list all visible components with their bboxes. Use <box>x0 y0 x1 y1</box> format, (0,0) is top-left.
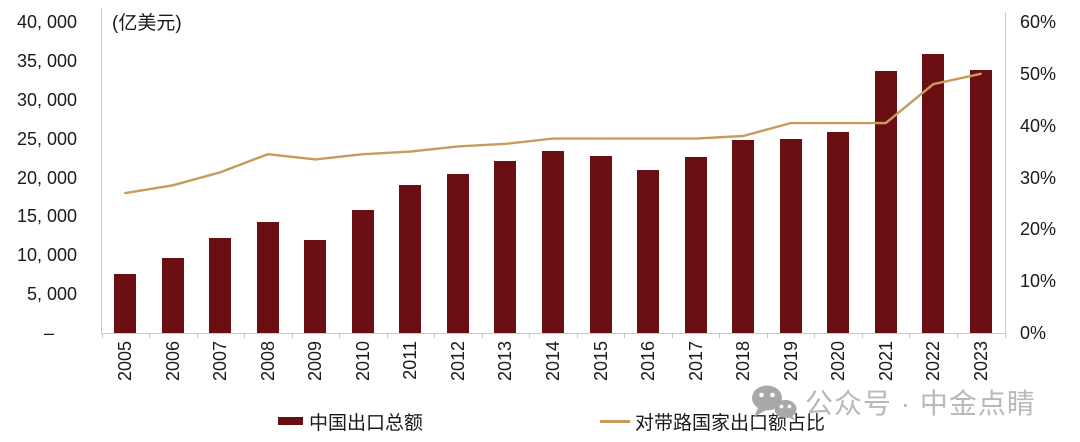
x-label-2014: 2014 <box>543 341 563 382</box>
left-axis-tick-label: 30, 000 <box>16 89 77 110</box>
x-label-2005: 2005 <box>115 341 136 382</box>
bar-series-swatch <box>278 417 303 425</box>
x-label-2017: 2017 <box>685 341 706 382</box>
bar-2005 <box>114 273 137 333</box>
legend-line-label: 对带路国家出口额占比 <box>635 412 826 434</box>
x-axis-tick <box>909 334 911 338</box>
bar-2022 <box>922 53 945 333</box>
left-axis-line <box>101 8 102 333</box>
bar-2009 <box>304 239 327 333</box>
wechat-icon <box>752 385 797 420</box>
x-axis-tick <box>956 334 958 338</box>
bar-2008 <box>256 221 279 333</box>
left-axis-unit-label: (亿美元) <box>112 13 182 34</box>
bar-2012 <box>446 173 469 333</box>
right-axis-tick-label: 30% <box>1020 167 1057 188</box>
x-label-2006: 2006 <box>162 341 183 382</box>
legend-item-bar: 中国出口总额 <box>278 411 423 434</box>
legend-item-line: 对带路国家出口额占比 <box>600 411 825 434</box>
bar-2019 <box>779 138 802 333</box>
x-axis-tick <box>576 334 578 338</box>
x-label-2008: 2008 <box>257 341 278 382</box>
x-axis-tick <box>719 334 721 338</box>
right-axis-tick-label: 0% <box>1020 323 1047 343</box>
x-label-2011: 2011 <box>400 341 421 380</box>
bar-2011 <box>399 185 422 333</box>
bar-2023 <box>969 70 992 333</box>
legend-bar-label: 中国出口总额 <box>309 412 424 434</box>
x-label-2016: 2016 <box>638 341 659 382</box>
x-axis-tick <box>1004 334 1006 338</box>
x-axis-tick <box>244 334 246 338</box>
right-axis-line <box>1005 12 1006 333</box>
right-axis-tick-label: 50% <box>1020 63 1057 84</box>
left-axis-tick-label: 15, 000 <box>16 206 77 227</box>
x-label-2007: 2007 <box>210 341 231 382</box>
left-axis-tick-label: 40, 000 <box>16 12 77 32</box>
bar-2014 <box>542 150 564 333</box>
x-label-2018: 2018 <box>733 341 754 382</box>
bar-2020 <box>827 131 850 333</box>
left-axis-tick-label: 5, 000 <box>26 284 77 305</box>
right-axis-tick-label: 40% <box>1020 115 1057 136</box>
x-axis-tick <box>291 334 293 338</box>
x-axis-tick <box>149 334 151 338</box>
bar-2015 <box>589 156 612 333</box>
x-axis-tick <box>196 334 198 338</box>
bar-2017 <box>684 157 707 333</box>
right-axis-tick-label: 20% <box>1020 219 1057 240</box>
x-label-2010: 2010 <box>352 341 373 382</box>
x-axis-line <box>101 333 1006 334</box>
bar-2013 <box>494 161 517 333</box>
right-axis-tick-label: 10% <box>1020 271 1057 292</box>
watermark-text: 公众号 · 中金点睛 <box>805 388 1036 419</box>
x-label-2013: 2013 <box>495 341 516 382</box>
left-axis-tick-label: – <box>43 323 54 343</box>
x-label-2015: 2015 <box>590 341 611 382</box>
x-label-2009: 2009 <box>305 341 326 382</box>
x-axis-tick <box>434 334 436 338</box>
x-axis-tick <box>529 334 531 338</box>
left-axis-tick-label: 35, 000 <box>16 50 77 71</box>
bar-2016 <box>637 169 660 333</box>
x-axis-tick <box>861 334 863 338</box>
watermark: 公众号 · 中金点睛 <box>751 382 1036 422</box>
x-axis-tick <box>814 334 816 338</box>
x-label-2012: 2012 <box>447 341 468 382</box>
line-series-swatch <box>600 419 630 423</box>
x-axis-tick <box>339 334 341 338</box>
bar-2006 <box>161 257 184 333</box>
left-axis-tick-label: 10, 000 <box>16 245 77 266</box>
bar-2021 <box>874 71 897 333</box>
x-axis-tick <box>671 334 673 338</box>
x-axis-tick <box>624 334 626 338</box>
right-axis-tick-label: 60% <box>1020 12 1057 32</box>
bar-2018 <box>732 139 755 333</box>
left-axis-tick-label: 25, 000 <box>16 128 77 149</box>
x-axis-tick <box>386 334 388 338</box>
bar-2010 <box>351 210 374 333</box>
x-axis-tick <box>481 334 483 338</box>
x-axis-tick <box>101 334 103 338</box>
left-axis-tick-label: 20, 000 <box>16 167 77 188</box>
x-axis-tick <box>766 334 768 338</box>
bar-2007 <box>209 238 232 333</box>
